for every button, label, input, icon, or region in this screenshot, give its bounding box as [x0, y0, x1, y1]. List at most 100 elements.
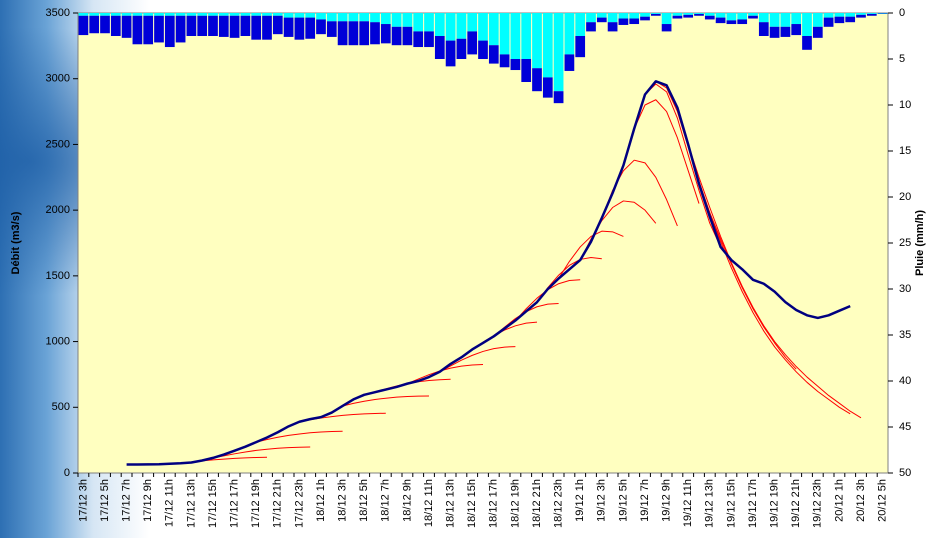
rain-bar [467, 31, 477, 54]
rain-bar [273, 13, 283, 16]
x-tick-label: 19/12 15h [725, 479, 737, 528]
y2-tick-label: 15 [899, 145, 911, 157]
x-tick-label: 18/12 5h [358, 479, 370, 522]
rain-bar [565, 13, 575, 54]
x-tick-label: 17/12 13h [185, 479, 197, 528]
rain-bar [705, 13, 715, 16]
rain-bar [316, 19, 326, 34]
rain-bar [187, 16, 197, 36]
rain-bar [489, 13, 499, 45]
rain-bar [197, 13, 207, 16]
x-tick-label: 17/12 17h [229, 479, 241, 528]
x-tick-label: 17/12 7h [121, 479, 133, 522]
rain-bar [251, 16, 261, 40]
x-tick-label: 20/12 1h [833, 479, 845, 522]
rain-bar [867, 14, 877, 16]
rain-bar [813, 13, 823, 27]
rain-bar [705, 16, 715, 20]
rain-bar [338, 21, 348, 45]
rain-bar [446, 41, 456, 67]
rain-bar [651, 13, 661, 14]
x-tick-label: 17/12 19h [250, 479, 262, 528]
rain-bar [824, 13, 834, 18]
rain-bar [251, 13, 261, 16]
rain-bar [586, 13, 596, 22]
rain-bar [694, 14, 704, 16]
rain-bar [467, 13, 477, 31]
rain-bar [629, 13, 639, 19]
rain-bar [608, 22, 618, 31]
rain-bar [295, 13, 305, 18]
rain-bar [165, 13, 175, 16]
x-tick-label: 17/12 23h [293, 479, 305, 528]
rain-bar [143, 16, 153, 45]
rain-bar [359, 13, 369, 21]
y2-tick-label: 40 [899, 375, 911, 387]
y-tick-label: 3500 [46, 7, 70, 19]
y2-axis-title: Pluie (mm/h) [914, 210, 926, 276]
rain-bar [327, 13, 337, 21]
x-tick-label: 19/12 7h [639, 479, 651, 522]
rain-bar [489, 45, 499, 63]
rain-bar [316, 13, 326, 19]
rain-bar [597, 18, 607, 23]
x-tick-label: 17/12 21h [272, 479, 284, 528]
y-tick-label: 1500 [46, 270, 70, 282]
rain-bar [727, 13, 737, 20]
rain-bar [759, 22, 769, 36]
rain-bar [457, 39, 467, 59]
rain-bar [327, 21, 337, 37]
rain-bar [305, 18, 315, 39]
rain-bar [349, 13, 359, 21]
x-tick-label: 19/12 3h [596, 479, 608, 522]
rain-bar [673, 13, 683, 16]
rain-bar [727, 20, 737, 24]
y2-tick-label: 10 [899, 99, 911, 111]
rain-bar [662, 13, 672, 24]
rain-bar [554, 91, 564, 103]
rain-bar [349, 21, 359, 45]
rain-bar [413, 13, 423, 31]
rain-bar [100, 16, 110, 33]
x-tick-label: 18/12 21h [531, 479, 543, 528]
x-tick-label: 19/12 9h [661, 479, 673, 522]
rain-bar [619, 13, 629, 19]
y-tick-label: 3000 [46, 73, 70, 85]
rain-bar [187, 13, 197, 16]
rain-bar [802, 13, 812, 36]
y2-tick-label: 50 [899, 467, 911, 479]
rain-bar [532, 13, 542, 68]
x-tick-label: 20/12 5h [877, 479, 889, 522]
rain-bar [133, 16, 143, 45]
rain-bar [381, 13, 391, 24]
rain-bar [133, 13, 143, 16]
page: {"chart_data": { "type": "combo", "y_lab… [0, 0, 933, 538]
x-tick-label: 17/12 5h [99, 479, 111, 522]
rain-bar [694, 13, 704, 14]
rain-bar [435, 36, 445, 59]
y-tick-label: 2500 [46, 138, 70, 150]
rain-bar [619, 19, 629, 25]
rain-bar [867, 13, 877, 14]
rain-bar [521, 59, 531, 82]
rain-bar [273, 16, 283, 34]
y-tick-label: 0 [64, 467, 70, 479]
rain-bar [554, 13, 564, 91]
rain-bar [845, 13, 855, 17]
y-tick-label: 1000 [46, 335, 70, 347]
rain-bar [165, 16, 175, 47]
rain-bar [100, 13, 110, 16]
y-axis-title: Débit (m3/s) [10, 211, 22, 274]
rain-bar [305, 13, 315, 18]
rain-bar [403, 13, 413, 27]
y2-tick-label: 30 [899, 283, 911, 295]
x-tick-label: 19/12 13h [704, 479, 716, 528]
rain-bar [500, 54, 510, 67]
rain-bar [759, 13, 769, 22]
rain-bar [392, 13, 402, 27]
x-tick-label: 18/12 23h [553, 479, 565, 528]
rain-bar [781, 13, 791, 27]
rain-bar [835, 13, 845, 17]
rain-bar [640, 13, 650, 17]
rain-bar [230, 13, 240, 16]
